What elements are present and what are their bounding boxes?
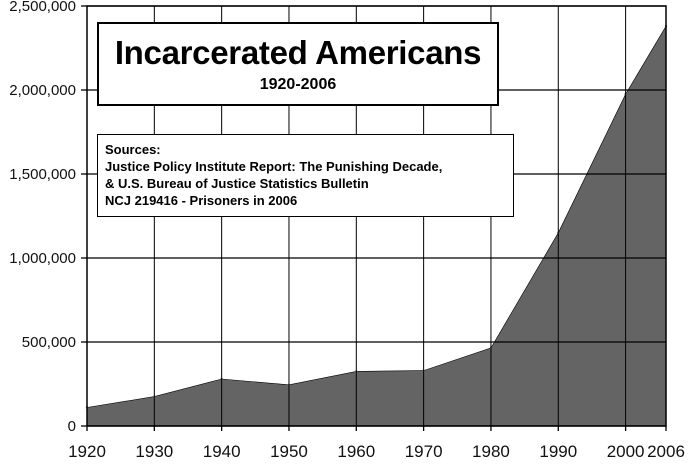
x-tick-label: 1960 bbox=[337, 442, 375, 461]
x-tick-label: 1980 bbox=[472, 442, 510, 461]
sources-line: Justice Policy Institute Report: The Pun… bbox=[105, 159, 443, 174]
x-tick-label: 2006 bbox=[647, 442, 685, 461]
y-tick-label: 1,500,000 bbox=[9, 166, 76, 183]
sources-heading: Sources: bbox=[105, 142, 161, 157]
y-tick-label: 2,500,000 bbox=[9, 0, 76, 15]
plot-frame bbox=[86, 5, 667, 427]
x-tick-label: 1990 bbox=[539, 442, 577, 461]
x-tick-label: 1970 bbox=[405, 442, 443, 461]
x-axis-ticks: 1920 1930 1940 1950 1960 1970 1980 1990 2000 2006 bbox=[68, 426, 685, 461]
title-box: Incarcerated Americans 1920-2006 bbox=[97, 22, 499, 106]
y-tick-label: 0 bbox=[68, 418, 76, 435]
y-tick-label: 2,000,000 bbox=[9, 82, 76, 99]
x-tick-label: 1950 bbox=[270, 442, 308, 461]
y-tick-label: 1,000,000 bbox=[9, 250, 76, 267]
x-tick-label: 1920 bbox=[68, 442, 106, 461]
x-tick-label: 2000 bbox=[607, 442, 645, 461]
y-axis-ticks: 0 500,000 1,000,000 1,500,000 2,000,000 2,500… bbox=[9, 0, 87, 435]
y-tick-label: 500,000 bbox=[22, 334, 76, 351]
chart-title: Incarcerated Americans bbox=[114, 34, 482, 71]
sources-box: Sources: Justice Policy Institute Report… bbox=[97, 134, 514, 217]
chart-subtitle: 1920-2006 bbox=[259, 76, 337, 93]
x-tick-label: 1940 bbox=[203, 442, 241, 461]
sources-line: & U.S. Bureau of Justice Statistics Bull… bbox=[105, 176, 369, 191]
x-tick-label: 1930 bbox=[135, 442, 173, 461]
sources-line: NCJ 219416 - Prisoners in 2006 bbox=[105, 193, 298, 208]
